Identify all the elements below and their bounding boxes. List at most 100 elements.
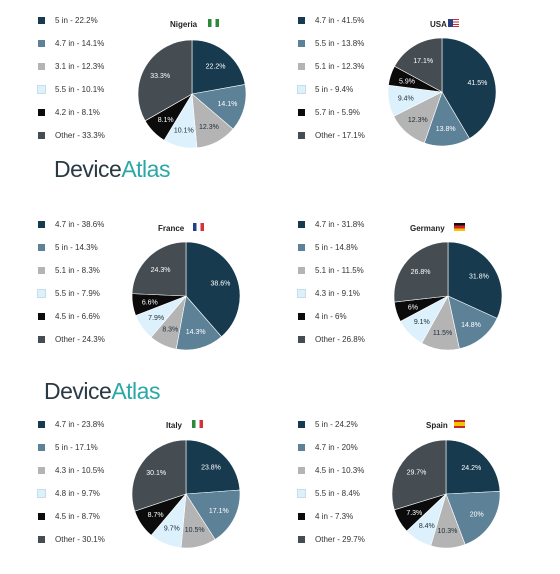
slice-value-label: 7.9% — [148, 315, 164, 322]
slice-value-label: 10.1% — [174, 127, 194, 134]
legend-label: 4.3 in - 10.5% — [55, 465, 105, 475]
slice-value-label: 5.9% — [399, 78, 415, 85]
chart-title: USA — [430, 20, 447, 29]
slice-value-label: 9.1% — [414, 319, 430, 326]
slice-value-label: 8.1% — [158, 117, 174, 124]
chart-panel-france: 4.7 in - 38.6% 5 in - 14.3% 5.1 in - 8.3% 5… — [30, 218, 300, 363]
slice-value-label: 24.2% — [461, 465, 481, 472]
legend-entry: 5 in - 17.1% — [38, 441, 163, 453]
slice-value-label: 9.7% — [164, 525, 180, 532]
slice-value-label: 13.8% — [436, 126, 456, 133]
pie-chart: 38.6% 14.3% 8.3% 7.9% 6.6% 24.3% — [131, 241, 241, 351]
legend-label: Other - 33.3% — [55, 130, 105, 140]
pie-slice — [137, 39, 193, 122]
legend-swatch — [298, 39, 305, 47]
legend-entry: 5.1 in - 12.3% — [298, 60, 423, 72]
legend: 4.7 in - 31.8% 5 in - 14.8% 5.1 in - 11.5%… — [297, 218, 423, 356]
logo-word-device: Device — [44, 378, 112, 404]
legend: 4.7 in - 41.5% 5.5 in - 13.8% 5.1 in - 12.… — [297, 14, 423, 152]
legend-label: Other - 30.1% — [55, 534, 105, 544]
legend-swatch — [297, 84, 306, 94]
legend-swatch — [298, 535, 305, 543]
legend-entry: 4.7 in - 14.1% — [38, 37, 163, 49]
legend-entry: 5 in - 22.2% — [38, 14, 163, 26]
legend-label: 4.5 in - 10.3% — [315, 465, 365, 475]
legend-label: 5 in - 14.8% — [315, 242, 358, 252]
legend-label: 5.7 in - 5.9% — [315, 107, 360, 117]
slice-value-label: 8.3% — [162, 327, 178, 334]
legend-label: 5.5 in - 8.4% — [315, 488, 360, 498]
pie-chart: 23.8% 17.1% 10.5% 9.7%8.7% 30.1% — [131, 439, 241, 549]
slice-value-label: 11.5% — [433, 330, 452, 337]
legend-swatch — [298, 62, 305, 70]
legend-entry: 5.5 in - 13.8% — [298, 37, 423, 49]
legend-swatch — [37, 488, 46, 498]
legend-label: 5.5 in - 13.8% — [315, 38, 365, 48]
slice-value-label: 8.7% — [148, 512, 164, 519]
legend-label: 5 in - 22.2% — [55, 15, 98, 25]
legend-entry: 4 in - 7.3% — [298, 510, 423, 522]
legend-entry: 4.5 in - 8.7% — [38, 510, 163, 522]
legend-label: 4 in - 6% — [315, 311, 347, 321]
pie-chart: 22.2% 14.1% 12.3% 10.1%8.1% 33.3% — [137, 39, 247, 149]
pie-slice — [447, 295, 498, 350]
slice-value-label: 8.4% — [419, 523, 435, 530]
legend-label: 4.7 in - 41.5% — [315, 15, 365, 25]
legend-entry: 5.5 in - 10.1% — [37, 83, 163, 95]
legend-label: 4.7 in - 31.8% — [315, 219, 365, 229]
legend-label: 4.5 in - 6.6% — [55, 311, 100, 321]
legend-label: 4.7 in - 14.1% — [55, 38, 105, 48]
legend-swatch — [38, 312, 45, 320]
pie-slice — [131, 439, 187, 512]
legend-label: 3.1 in - 12.3% — [55, 61, 105, 71]
slice-value-label: 20% — [470, 512, 484, 519]
pie-chart: 41.5% 13.8% 12.3% 9.4% 5.9% 17.1% — [387, 37, 497, 147]
legend-label: 5 in - 9.4% — [315, 84, 354, 94]
slice-value-label: 17.1% — [209, 508, 229, 515]
legend-label: 4.7 in - 20% — [315, 442, 358, 452]
slice-value-label: 12.3% — [408, 117, 428, 124]
pie-slice — [131, 241, 187, 297]
legend-entry: 4.3 in - 10.5% — [38, 464, 163, 476]
legend-entry: Other - 33.3% — [38, 129, 163, 141]
chart-title: Italy — [166, 421, 183, 430]
legend-entry: 5 in - 14.3% — [38, 241, 163, 253]
pie-slice — [391, 439, 447, 511]
logo-word-device: Device — [54, 156, 122, 182]
legend-label: Other - 26.8% — [315, 334, 365, 344]
slice-value-label: 26.8% — [411, 269, 431, 276]
legend-entry: 4.7 in - 20% — [298, 441, 423, 453]
legend-entry: Other - 17.1% — [298, 129, 423, 141]
legend-label: 5 in - 17.1% — [55, 442, 98, 452]
legend-swatch — [298, 335, 305, 343]
pie-slice — [445, 491, 501, 545]
legend-entry: 4.5 in - 6.6% — [38, 310, 163, 322]
legend-label: Other - 29.7% — [315, 534, 365, 544]
pie-slice — [394, 37, 443, 93]
legend-swatch — [38, 512, 45, 520]
chart-title: Spain — [426, 421, 448, 430]
slice-value-label: 38.6% — [210, 281, 230, 288]
slice-value-label: 22.2% — [206, 63, 226, 70]
legend-entry: 4.5 in - 10.3% — [298, 464, 423, 476]
pie-slice — [185, 241, 241, 338]
legend-entry: 5.1 in - 11.5% — [298, 264, 423, 276]
legend-label: 5.1 in - 8.3% — [55, 265, 100, 275]
usa-flag-icon — [448, 19, 459, 27]
legend-swatch — [298, 312, 305, 320]
legend-swatch — [38, 108, 45, 116]
slice-value-label: 6.6% — [142, 300, 158, 307]
legend-label: 4 in - 7.3% — [315, 511, 354, 521]
legend-label: 4.3 in - 9.1% — [315, 288, 360, 298]
legend-swatch — [38, 443, 45, 451]
slice-value-label: 14.3% — [186, 329, 206, 336]
slice-value-label: 17.1% — [413, 58, 433, 65]
legend-swatch — [38, 62, 45, 70]
chart-title: Nigeria — [170, 20, 198, 29]
legend-entry: 4.2 in - 8.1% — [38, 106, 163, 118]
legend-entry: 4.7 in - 38.6% — [38, 218, 163, 230]
legend-entry: 4.7 in - 41.5% — [298, 14, 423, 26]
chart-panel-germany: 4.7 in - 31.8% 5 in - 14.8% 5.1 in - 11.5%… — [290, 218, 560, 363]
pie-slice — [441, 37, 497, 139]
legend-swatch — [298, 243, 305, 251]
